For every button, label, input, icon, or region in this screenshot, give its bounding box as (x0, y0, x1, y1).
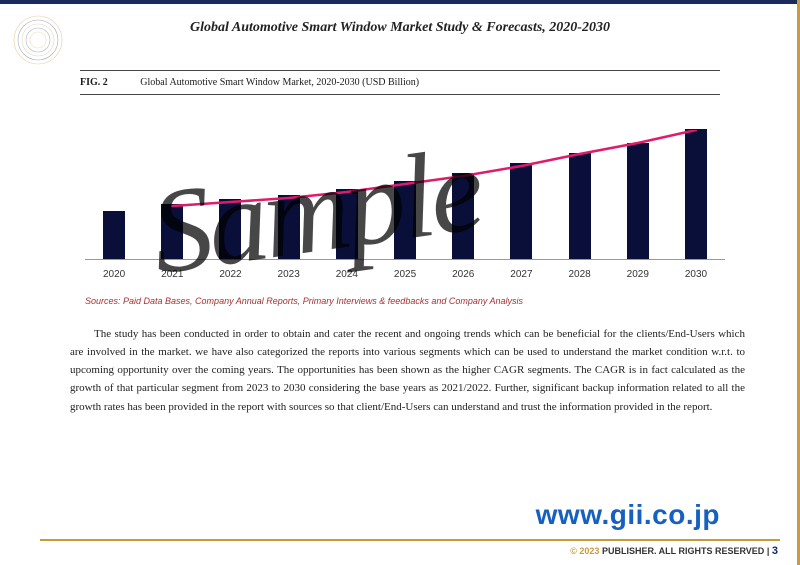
bar-slot (667, 129, 725, 259)
x-axis-label: 2025 (376, 269, 434, 280)
bar-slot (85, 211, 143, 259)
figure-caption-row: FIG. 2 Global Automotive Smart Window Ma… (80, 70, 720, 88)
chart-bar (161, 204, 183, 259)
page-number: 3 (772, 545, 778, 557)
chart-bar (685, 129, 707, 259)
bar-slot (201, 199, 259, 259)
bar-slot (609, 143, 667, 259)
figure-label: FIG. 2 (80, 77, 108, 88)
x-axis-label: 2029 (609, 269, 667, 280)
footer-divider (40, 539, 780, 541)
x-axis-label: 2027 (492, 269, 550, 280)
body-paragraph-container: The study has been conducted in order to… (70, 325, 745, 416)
chart-bar (103, 211, 125, 259)
copyright-symbol: © (570, 546, 577, 556)
footer-separator: | (767, 546, 770, 556)
chart-bar (452, 173, 474, 259)
footer-copyright: © 2023 PUBLISHER. ALL RIGHTS RESERVED | … (570, 545, 778, 557)
x-axis-label: 2023 (260, 269, 318, 280)
chart-x-labels: 2020202120222023202420252026202720282029… (85, 269, 725, 280)
chart-bars-container (85, 130, 725, 260)
bar-slot (376, 181, 434, 259)
figure-caption-underline (80, 94, 720, 95)
body-paragraph: The study has been conducted in order to… (70, 325, 745, 416)
x-axis-label: 2030 (667, 269, 725, 280)
chart-bar (627, 143, 649, 259)
x-axis-label: 2020 (85, 269, 143, 280)
x-axis-label: 2021 (143, 269, 201, 280)
copyright-year: 2023 (579, 546, 599, 556)
x-axis-label: 2022 (201, 269, 259, 280)
chart-bar (569, 153, 591, 259)
bar-slot (434, 173, 492, 259)
chart-bar (219, 199, 241, 259)
website-url: www.gii.co.jp (536, 499, 720, 531)
x-axis-label: 2026 (434, 269, 492, 280)
chart-bar (510, 163, 532, 259)
corner-swirl-decoration (8, 10, 68, 70)
bar-slot (318, 189, 376, 259)
chart-sources-note: Sources: Paid Data Bases, Company Annual… (85, 296, 523, 306)
chart-bar (278, 195, 300, 259)
chart-bar (394, 181, 416, 259)
bar-slot (551, 153, 609, 259)
page-header-title: Global Automotive Smart Window Market St… (0, 20, 800, 36)
bar-chart: 2020202120222023202420252026202720282029… (85, 120, 725, 280)
x-axis-label: 2028 (551, 269, 609, 280)
top-border (0, 0, 800, 4)
bar-slot (143, 204, 201, 259)
bar-slot (260, 195, 318, 259)
footer-publisher: PUBLISHER. ALL RIGHTS RESERVED (602, 546, 764, 556)
figure-caption: Global Automotive Smart Window Market, 2… (140, 77, 419, 88)
chart-bar (336, 189, 358, 259)
bar-slot (492, 163, 550, 259)
x-axis-label: 2024 (318, 269, 376, 280)
